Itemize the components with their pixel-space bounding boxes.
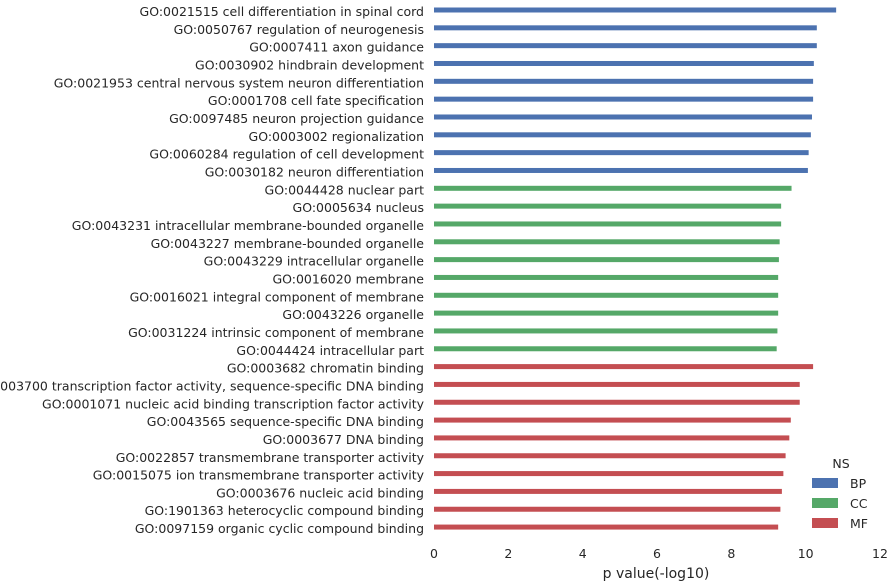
x-tick-label: 2 [504, 546, 512, 561]
bar-bp [434, 7, 837, 13]
bar-mf [434, 417, 791, 423]
legend-title: NS [832, 456, 849, 471]
legend: NS BP CC MF [812, 456, 868, 531]
category-label: GO:0003677 DNA binding [263, 432, 424, 447]
category-label: GO:0043226 organelle [282, 307, 424, 322]
category-label: GO:0043231 intracellular membrane-bounde… [72, 218, 425, 233]
category-label: GO:0003676 nucleic acid binding [216, 485, 424, 500]
x-tick-label: 6 [653, 546, 661, 561]
x-tick-label: 4 [579, 546, 587, 561]
category-label: GO:0001708 cell fate specification [208, 93, 424, 108]
category-label: GO:0003700 transcription factor activity… [0, 378, 424, 393]
category-label: GO:0003002 regionalization [249, 129, 424, 144]
bar-mf [434, 435, 790, 441]
category-label: GO:0043565 sequence-specific DNA binding [147, 414, 424, 429]
category-label: GO:0030902 hindbrain development [195, 57, 424, 72]
x-axis-title: p value(-log10) [603, 566, 710, 582]
bar-mf [434, 506, 781, 512]
legend-label: MF [850, 516, 868, 531]
bar-bp [434, 60, 814, 66]
x-axis-ticks: 0 2 4 6 8 10 12 [430, 546, 888, 561]
x-tick-label: 10 [798, 546, 814, 561]
category-label: GO:0003682 chromatin binding [227, 361, 424, 376]
category-label: GO:0044424 intracellular part [236, 343, 424, 358]
category-label: GO:0031224 intrinsic component of membra… [128, 325, 424, 340]
category-label: GO:0043229 intracellular organelle [204, 254, 425, 269]
bar-bp [434, 25, 817, 31]
category-label: GO:0060284 regulation of cell developmen… [149, 147, 424, 162]
legend-swatch-mf [812, 518, 838, 528]
bar-bp [434, 43, 817, 49]
bar-mf [434, 399, 800, 405]
category-label: GO:0050767 regulation of neurogenesis [174, 22, 424, 37]
bar-mf [434, 381, 800, 387]
bar-bp [434, 167, 808, 173]
category-labels: GO:0021515 cell differentiation in spina… [0, 4, 425, 536]
bar-cc [434, 328, 778, 334]
category-label: GO:0097485 neuron projection guidance [169, 111, 424, 126]
bar-mf [434, 471, 784, 477]
category-label: GO:0001071 nucleic acid binding transcri… [42, 396, 425, 411]
bar-mf [434, 453, 786, 459]
category-label: GO:0044428 nuclear part [265, 182, 425, 197]
category-label: GO:0016020 membrane [272, 271, 424, 286]
category-label: GO:0005634 nucleus [293, 200, 424, 215]
legend-label: CC [850, 496, 868, 511]
category-label: GO:0007411 axon guidance [249, 40, 424, 55]
category-label: GO:0015075 ion transmembrane transporter… [93, 468, 425, 483]
bar-cc [434, 310, 779, 316]
legend-swatch-cc [812, 498, 838, 508]
category-label: GO:0043227 membrane-bounded organelle [151, 236, 425, 251]
bar-bp [434, 78, 814, 84]
bar-bp [434, 114, 812, 120]
bar-cc [434, 221, 782, 227]
x-tick-label: 0 [430, 546, 438, 561]
category-label: GO:0030182 neuron differentiation [205, 164, 424, 179]
category-label: GO:0097159 organic cyclic compound bindi… [135, 521, 424, 536]
bar-mf [434, 524, 779, 530]
bar-cc [434, 274, 779, 280]
category-label: GO:1901363 heterocyclic compound binding [145, 503, 424, 518]
bar-bp [434, 150, 809, 156]
x-tick-label: 12 [872, 546, 888, 561]
bar-mf [434, 488, 782, 494]
bar-cc [434, 292, 779, 298]
bar-cc [434, 239, 780, 245]
bar-mf [434, 364, 814, 370]
bar-cc [434, 346, 777, 352]
category-label: GO:0022857 transmembrane transporter act… [116, 450, 425, 465]
bar-bp [434, 96, 814, 102]
bar-cc [434, 185, 792, 191]
legend-swatch-bp [812, 478, 838, 488]
category-label: GO:0016021 integral component of membran… [130, 289, 425, 304]
bar-bp [434, 132, 811, 138]
bars-layer [434, 7, 837, 530]
bar-cc [434, 203, 782, 209]
bar-cc [434, 257, 779, 263]
category-label: GO:0021953 central nervous system neuron… [54, 75, 424, 90]
category-label: GO:0021515 cell differentiation in spina… [140, 4, 424, 19]
legend-label: BP [850, 476, 867, 491]
x-tick-label: 8 [727, 546, 735, 561]
